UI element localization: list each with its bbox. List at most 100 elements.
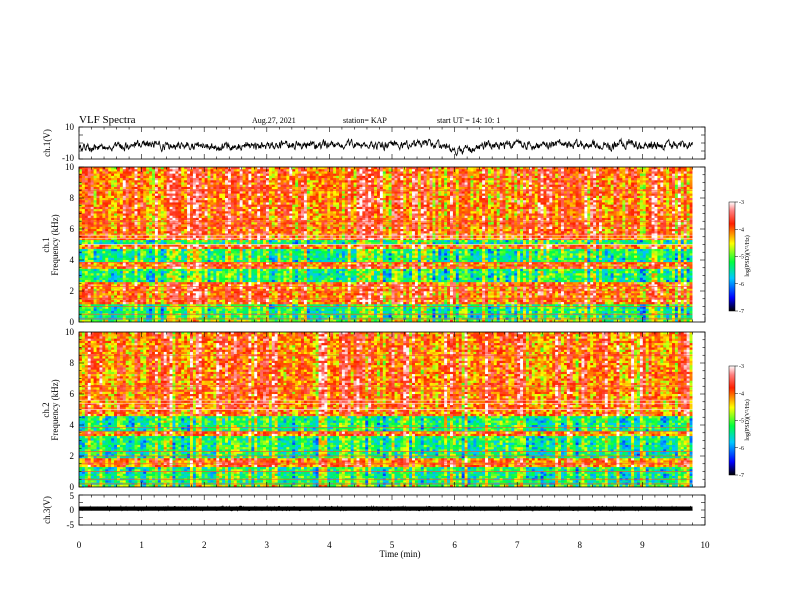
spectrogram-cell bbox=[198, 257, 203, 261]
spectrogram-cell bbox=[268, 182, 273, 186]
spectrogram-cell bbox=[172, 198, 176, 201]
spectrogram-cell bbox=[114, 295, 118, 299]
spectrogram-cell bbox=[268, 169, 273, 172]
spectrogram-cell bbox=[213, 217, 217, 221]
spectrogram-cell bbox=[245, 288, 249, 292]
spectrogram-cell bbox=[225, 273, 229, 276]
spectrogram-cell bbox=[166, 279, 170, 283]
spectrogram-cell bbox=[116, 248, 121, 252]
spectrogram-cell bbox=[146, 248, 150, 252]
spectrogram-cell bbox=[166, 299, 170, 303]
spectrogram-cell bbox=[178, 253, 182, 256]
spectrogram-cell bbox=[274, 206, 279, 210]
spectrogram-cell bbox=[125, 246, 130, 250]
spectrogram-cell bbox=[172, 251, 176, 254]
spectrogram-cell bbox=[254, 271, 258, 274]
spectrogram-cell bbox=[137, 306, 141, 310]
spectrogram-cell bbox=[131, 242, 135, 245]
spectrogram-cell bbox=[274, 240, 279, 243]
spectrogram-cell bbox=[99, 246, 103, 250]
spectrogram-cell bbox=[160, 231, 165, 234]
spectrogram-cell bbox=[277, 235, 281, 239]
spectrogram-cell bbox=[210, 213, 214, 217]
spectrogram-cell bbox=[216, 169, 220, 172]
spectrogram-cell bbox=[175, 266, 179, 270]
spectrogram-cell bbox=[245, 217, 249, 221]
spectrogram-cell bbox=[277, 310, 281, 314]
spectrogram-cell bbox=[131, 169, 135, 172]
spectrogram-cell bbox=[125, 295, 130, 299]
spectrogram-cell bbox=[274, 204, 279, 208]
spectrogram-cell bbox=[245, 178, 249, 181]
spectrogram-cell bbox=[137, 246, 141, 250]
spectrogram-cell bbox=[166, 253, 170, 256]
spectrogram-cell bbox=[154, 209, 159, 212]
spectrogram-cell bbox=[93, 186, 97, 190]
spectrogram-cell bbox=[190, 288, 194, 292]
spectrogram-cell bbox=[116, 286, 121, 290]
spectrogram-cell bbox=[233, 262, 238, 265]
spectrogram-cell bbox=[84, 193, 89, 197]
spectrogram-cell bbox=[160, 233, 165, 237]
spectrogram-cell bbox=[111, 202, 115, 206]
spectrogram-cell bbox=[172, 173, 176, 177]
spectrogram-cell bbox=[225, 213, 229, 217]
spectrogram-cell bbox=[265, 182, 270, 186]
spectrogram-cell bbox=[242, 191, 246, 194]
spectrogram-cell bbox=[114, 306, 118, 310]
spectrogram-cell bbox=[242, 240, 246, 243]
spectrogram-cell bbox=[207, 171, 211, 175]
spectrogram-cell bbox=[184, 173, 188, 177]
spectrogram-cell bbox=[225, 286, 229, 290]
spectrogram-cell bbox=[210, 184, 214, 188]
spectrogram-cell bbox=[149, 237, 153, 241]
spectrogram-cell bbox=[81, 275, 86, 279]
spectrogram-cell bbox=[175, 260, 179, 263]
spectrogram-cell bbox=[257, 167, 261, 170]
spectrogram-cell bbox=[184, 195, 188, 199]
spectrogram-cell bbox=[157, 191, 162, 194]
spectrogram-cell bbox=[119, 291, 124, 294]
spectrogram-cell bbox=[163, 273, 168, 276]
spectrogram-cell bbox=[187, 213, 191, 217]
spectrogram-cell bbox=[84, 209, 89, 212]
spectrogram-cell bbox=[154, 244, 159, 248]
spectrogram-cell bbox=[131, 244, 135, 248]
spectrogram-cell bbox=[96, 213, 100, 217]
spectrogram-cell bbox=[248, 169, 252, 172]
spectrogram-cell bbox=[154, 215, 159, 219]
spectrogram-cell bbox=[239, 180, 243, 183]
spectrogram-cell bbox=[102, 222, 106, 225]
spectrogram-cell bbox=[192, 273, 197, 276]
spectrogram-cell bbox=[119, 226, 124, 230]
spectrogram-cell bbox=[102, 229, 106, 232]
spectrogram-cell bbox=[166, 268, 170, 272]
spectrogram-cell bbox=[90, 206, 95, 210]
spectrogram-cell bbox=[93, 282, 97, 285]
spectrogram-cell bbox=[108, 215, 112, 219]
spectrogram-cell bbox=[257, 231, 261, 234]
spectrogram-cell bbox=[137, 169, 141, 172]
spectrogram-cell bbox=[169, 186, 173, 190]
spectrogram-cell bbox=[172, 231, 176, 234]
spectrogram-cell bbox=[128, 264, 132, 268]
spectrogram-cell bbox=[201, 173, 206, 177]
spectrogram-cell bbox=[195, 186, 200, 190]
spectrogram-cell bbox=[230, 291, 235, 294]
spectrogram-cell bbox=[236, 191, 241, 194]
spectrogram-cell bbox=[178, 240, 182, 243]
spectrogram-cell bbox=[99, 175, 103, 179]
spectrogram-cell bbox=[146, 264, 150, 268]
spectrogram-cell bbox=[216, 282, 220, 285]
spectrogram-cell bbox=[265, 266, 270, 270]
spectrogram-cell bbox=[184, 235, 188, 239]
spectrogram-cell bbox=[154, 204, 159, 208]
spectrogram-cell bbox=[198, 209, 203, 212]
spectrogram-cell bbox=[225, 175, 229, 179]
spectrogram-cell bbox=[198, 198, 203, 201]
spectrogram-cell bbox=[172, 240, 176, 243]
spectrogram-cell bbox=[137, 304, 141, 307]
spectrogram-cell bbox=[84, 229, 89, 232]
spectrogram-cell bbox=[204, 173, 208, 177]
spectrogram-cell bbox=[280, 200, 284, 203]
